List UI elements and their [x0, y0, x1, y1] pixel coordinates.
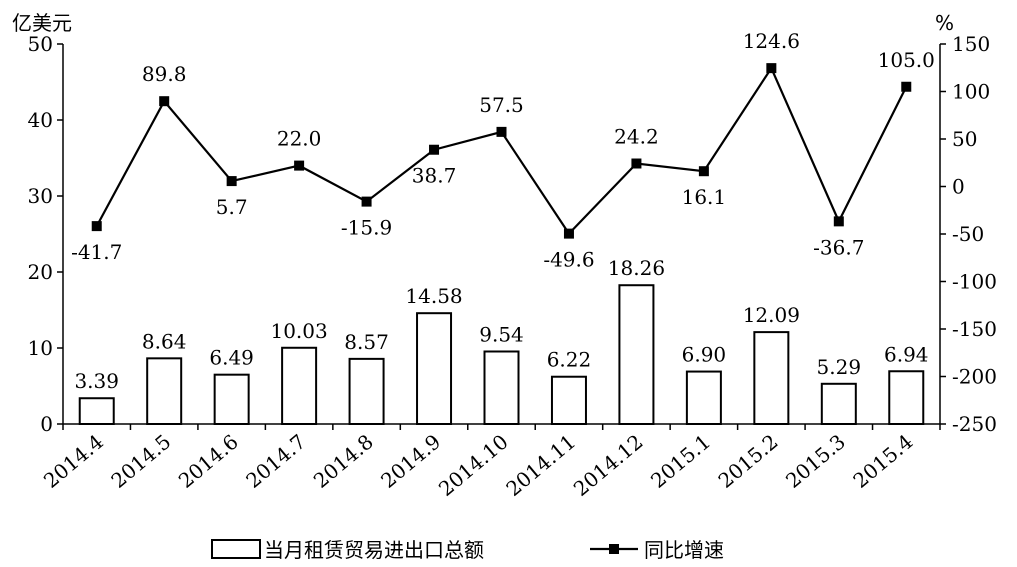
bar	[146, 357, 183, 425]
growth-value-label: 124.6	[743, 29, 800, 53]
growth-marker	[563, 228, 574, 239]
x-tick-label: 2014.11	[501, 429, 580, 501]
left-axis-unit: 亿美元	[12, 11, 72, 35]
x-tick-label: 2014.4	[39, 429, 108, 492]
left-tick-label: 50	[28, 32, 53, 56]
bar-value-label: 8.64	[142, 329, 187, 353]
growth-marker	[766, 63, 777, 74]
growth-marker	[361, 196, 372, 207]
growth-value-label: 24.2	[614, 125, 659, 149]
right-tick-label: 50	[952, 127, 977, 151]
bar-value-label: 10.03	[270, 319, 327, 343]
bar	[78, 397, 115, 425]
x-tick-label: 2014.12	[569, 429, 648, 501]
legend-bar-label: 当月租赁贸易进出口总额	[264, 538, 484, 562]
bar	[888, 370, 925, 426]
bar-value-label: 6.94	[884, 342, 929, 366]
x-tick-label: 2014.8	[309, 429, 378, 492]
bar-value-label: 6.90	[682, 343, 727, 367]
left-tick-label: 10	[28, 336, 53, 360]
growth-value-label: 57.5	[479, 93, 524, 117]
bar-value-label: 12.09	[743, 303, 800, 327]
bar-value-label: 6.49	[209, 346, 254, 370]
x-tick-label: 2014.5	[106, 429, 175, 492]
left-tick-label: 40	[28, 108, 53, 132]
left-tick-label: 0	[40, 412, 53, 436]
bar	[213, 373, 250, 425]
bar	[416, 312, 453, 425]
bar-value-label: 8.57	[344, 330, 389, 354]
bar	[281, 346, 318, 425]
right-tick-label: -100	[952, 270, 997, 294]
right-tick-label: -50	[952, 222, 984, 246]
bar-value-label: 3.39	[74, 369, 119, 393]
x-tick-label: 2014.10	[434, 429, 513, 501]
bar-value-label: 5.29	[817, 355, 862, 379]
bar	[685, 370, 722, 425]
right-tick-label: 0	[952, 175, 965, 199]
bar	[753, 331, 790, 425]
bar-value-label: 14.58	[405, 284, 462, 308]
x-tick-label: 2014.7	[241, 429, 310, 492]
legend-bar-swatch	[211, 539, 261, 559]
line-layer	[91, 63, 912, 239]
growth-value-label: -36.7	[813, 235, 864, 259]
bar-value-label: 9.54	[479, 322, 524, 346]
growth-value-label: 16.1	[682, 185, 727, 209]
growth-marker	[496, 126, 507, 137]
growth-marker	[294, 160, 305, 171]
bar-value-label: 6.22	[547, 348, 592, 372]
growth-value-label: 5.7	[216, 195, 248, 219]
right-tick-label: -250	[952, 412, 997, 436]
legend-line-marker	[609, 544, 619, 554]
growth-value-label: 89.8	[142, 62, 187, 86]
x-tick-label: 2015.1	[646, 429, 715, 492]
growth-value-label: -41.7	[71, 240, 122, 264]
growth-marker	[631, 158, 642, 169]
growth-marker	[833, 216, 844, 227]
right-tick-label: -200	[952, 365, 997, 389]
x-tick-label: 2015.3	[781, 429, 850, 492]
growth-value-label: 105.0	[878, 48, 935, 72]
bar	[550, 375, 587, 425]
growth-marker	[159, 96, 170, 107]
x-tick-label: 2015.2	[714, 429, 783, 492]
growth-value-label: 22.0	[277, 127, 322, 151]
growth-value-label: -49.6	[543, 248, 594, 272]
left-tick-label: 30	[28, 184, 53, 208]
growth-marker	[226, 176, 237, 187]
growth-marker	[429, 144, 440, 155]
growth-value-label: 38.7	[412, 164, 457, 188]
right-tick-label: 100	[952, 80, 990, 104]
bar-value-label: 18.26	[608, 256, 665, 280]
left-tick-label: 20	[28, 260, 53, 284]
bar	[348, 357, 385, 426]
right-tick-label: -150	[952, 317, 997, 341]
right-axis-unit: %	[935, 11, 954, 35]
x-tick-label: 2015.4	[848, 429, 917, 492]
growth-marker	[91, 221, 102, 232]
legend-line-label: 同比增速	[644, 538, 724, 562]
growth-marker	[698, 166, 709, 177]
x-tick-label: 2014.6	[174, 429, 243, 492]
bar	[618, 284, 655, 425]
growth-value-label: -15.9	[341, 216, 392, 240]
right-tick-label: 150	[952, 32, 990, 56]
growth-marker	[901, 81, 912, 92]
bar	[820, 382, 857, 425]
legend: 当月租赁贸易进出口总额 同比增速	[211, 538, 724, 562]
bar	[483, 350, 520, 425]
labels-layer: 3.39 8.64 6.49 10.03 8.57 14.58 9.54 6.22 18.26 6…	[71, 29, 935, 393]
